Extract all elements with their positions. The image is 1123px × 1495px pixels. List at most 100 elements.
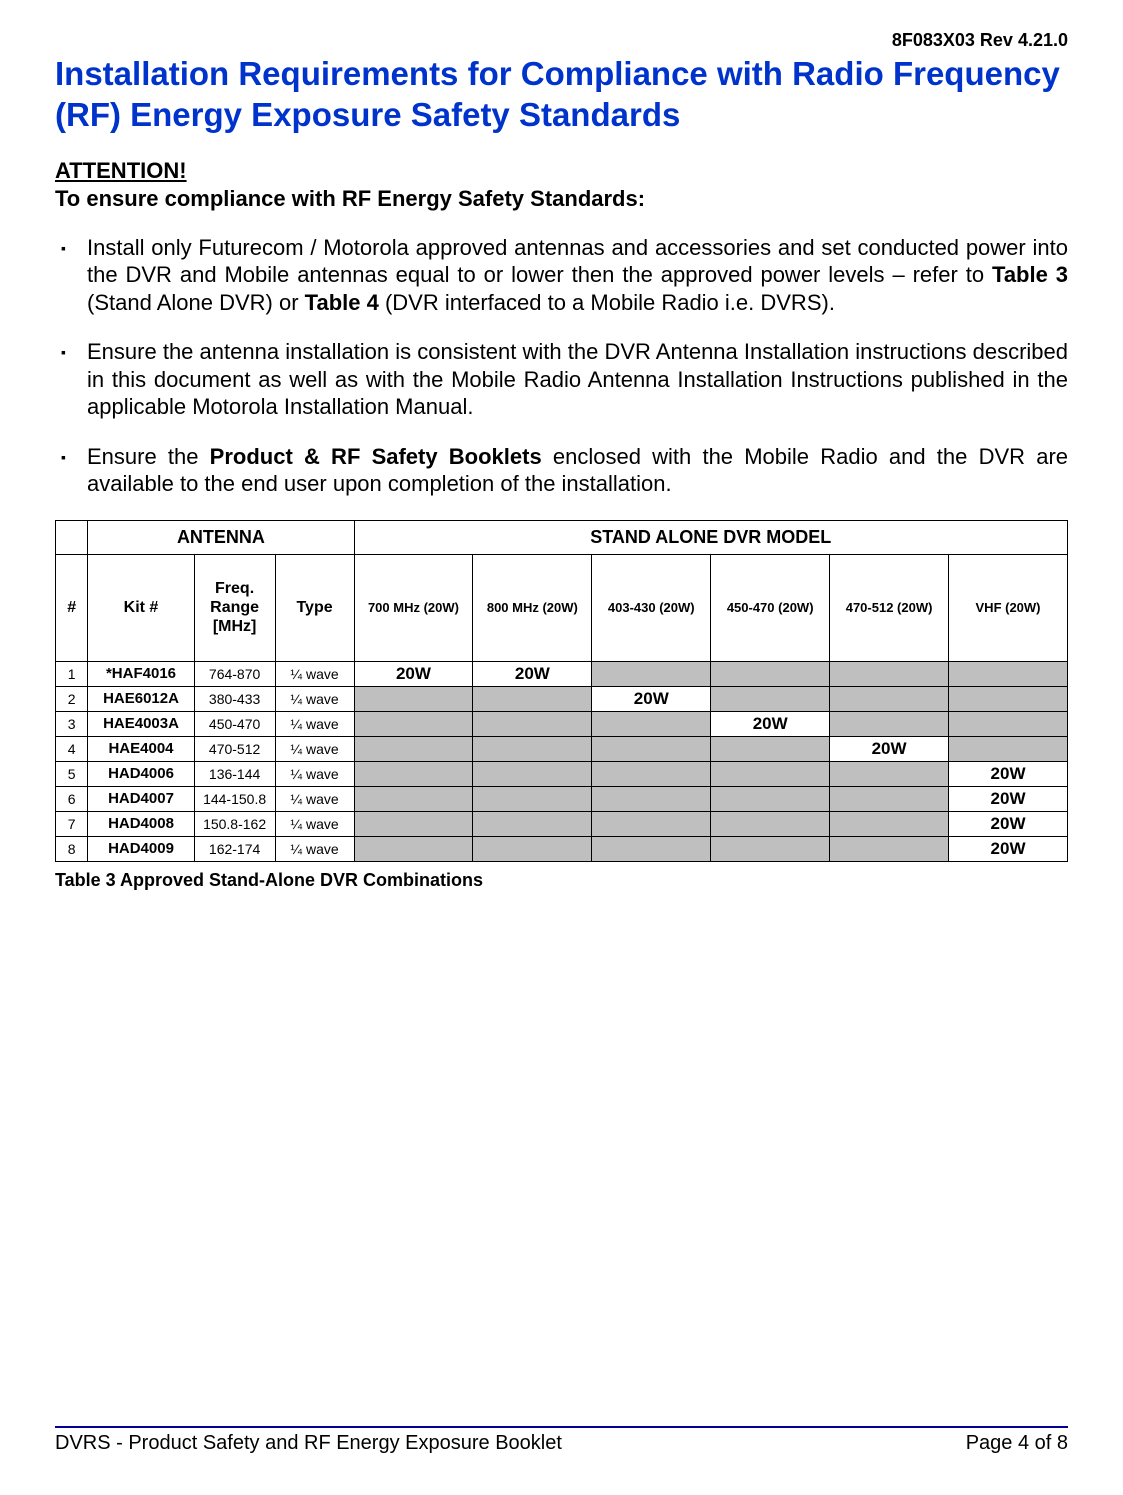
table-header-row: # Kit # Freq. Range [MHz] Type 700 MHz (…	[56, 554, 1068, 661]
cell-kit: HAE4003A	[88, 711, 194, 736]
cell-num: 8	[56, 836, 88, 861]
cell-value	[592, 786, 711, 811]
table-row: 6HAD4007144-150.8¼ wave20W	[56, 786, 1068, 811]
cell-value: 20W	[711, 711, 830, 736]
bullet-item: Ensure the antenna installation is consi…	[55, 338, 1068, 421]
table-row: 3HAE4003A450-470¼ wave20W	[56, 711, 1068, 736]
cell-value	[711, 811, 830, 836]
cell-freq: 144-150.8	[194, 786, 275, 811]
cell-value	[354, 686, 473, 711]
cell-type: ¼ wave	[275, 811, 354, 836]
cell-value	[592, 661, 711, 686]
cell-value	[949, 711, 1068, 736]
cell-value: 20W	[830, 736, 949, 761]
cell-num: 7	[56, 811, 88, 836]
cell-value	[354, 836, 473, 861]
cell-type: ¼ wave	[275, 686, 354, 711]
cell-freq: 380-433	[194, 686, 275, 711]
attention-heading: ATTENTION!	[55, 158, 1068, 184]
header-d1: 700 MHz (20W)	[354, 554, 473, 661]
cell-value	[473, 811, 592, 836]
cell-type: ¼ wave	[275, 836, 354, 861]
cell-freq: 136-144	[194, 761, 275, 786]
cell-kit: HAD4006	[88, 761, 194, 786]
header-d4: 450-470 (20W)	[711, 554, 830, 661]
cell-type: ¼ wave	[275, 786, 354, 811]
table-row: 2HAE6012A380-433¼ wave20W	[56, 686, 1068, 711]
table-row: 5HAD4006136-144¼ wave20W	[56, 761, 1068, 786]
cell-kit: HAE6012A	[88, 686, 194, 711]
cell-type: ¼ wave	[275, 736, 354, 761]
header-blank	[56, 520, 88, 554]
footer-rule	[55, 1426, 1068, 1428]
cell-num: 5	[56, 761, 88, 786]
bullet-item: Install only Futurecom / Motorola approv…	[55, 234, 1068, 317]
page-footer: DVRS - Product Safety and RF Energy Expo…	[55, 1426, 1068, 1455]
table-header-group-row: ANTENNA STAND ALONE DVR MODEL	[56, 520, 1068, 554]
cell-value: 20W	[473, 661, 592, 686]
cell-value	[473, 761, 592, 786]
cell-value	[473, 786, 592, 811]
document-id: 8F083X03 Rev 4.21.0	[55, 30, 1068, 51]
header-d3: 403-430 (20W)	[592, 554, 711, 661]
cell-value	[711, 661, 830, 686]
header-num: #	[56, 554, 88, 661]
cell-value	[830, 786, 949, 811]
cell-num: 1	[56, 661, 88, 686]
booklets-ref: Product & RF Safety Booklets	[210, 444, 542, 469]
cell-value	[354, 786, 473, 811]
cell-freq: 162-174	[194, 836, 275, 861]
table-row: 7HAD4008150.8-162¼ wave20W	[56, 811, 1068, 836]
cell-value	[711, 736, 830, 761]
cell-freq: 764-870	[194, 661, 275, 686]
bullet-text: (Stand Alone DVR) or	[87, 290, 305, 315]
cell-value	[830, 711, 949, 736]
cell-value	[354, 811, 473, 836]
page: 8F083X03 Rev 4.21.0 Installation Require…	[0, 0, 1123, 1495]
table-body: 1*HAF4016764-870¼ wave20W20W2HAE6012A380…	[56, 661, 1068, 861]
table-row: 4HAE4004470-512¼ wave20W	[56, 736, 1068, 761]
cell-type: ¼ wave	[275, 711, 354, 736]
bullet-text: Install only Futurecom / Motorola approv…	[87, 235, 1068, 288]
cell-value	[473, 736, 592, 761]
bullet-list: Install only Futurecom / Motorola approv…	[55, 234, 1068, 498]
cell-freq: 470-512	[194, 736, 275, 761]
header-d2: 800 MHz (20W)	[473, 554, 592, 661]
cell-value	[473, 711, 592, 736]
table-row: 8HAD4009162-174¼ wave20W	[56, 836, 1068, 861]
cell-kit: *HAF4016	[88, 661, 194, 686]
bullet-text: Ensure the antenna installation is consi…	[87, 339, 1068, 419]
cell-kit: HAE4004	[88, 736, 194, 761]
header-d5: 470-512 (20W)	[830, 554, 949, 661]
cell-value	[830, 661, 949, 686]
header-antenna-group: ANTENNA	[88, 520, 354, 554]
cell-kit: HAD4009	[88, 836, 194, 861]
bullet-text: Ensure the	[87, 444, 210, 469]
cell-value	[354, 761, 473, 786]
cell-value	[949, 736, 1068, 761]
cell-value: 20W	[949, 811, 1068, 836]
cell-value	[354, 736, 473, 761]
header-type: Type	[275, 554, 354, 661]
cell-value: 20W	[949, 761, 1068, 786]
cell-value	[473, 836, 592, 861]
compliance-lead: To ensure compliance with RF Energy Safe…	[55, 186, 1068, 212]
table-row: 1*HAF4016764-870¼ wave20W20W	[56, 661, 1068, 686]
cell-value: 20W	[949, 786, 1068, 811]
cell-type: ¼ wave	[275, 661, 354, 686]
cell-num: 3	[56, 711, 88, 736]
cell-value	[711, 786, 830, 811]
cell-value	[711, 761, 830, 786]
cell-value: 20W	[592, 686, 711, 711]
footer-left: DVRS - Product Safety and RF Energy Expo…	[55, 1432, 562, 1455]
cell-num: 6	[56, 786, 88, 811]
cell-value	[592, 711, 711, 736]
cell-value: 20W	[354, 661, 473, 686]
bullet-item: Ensure the Product & RF Safety Booklets …	[55, 443, 1068, 498]
bullet-text: (DVR interfaced to a Mobile Radio i.e. D…	[379, 290, 835, 315]
header-dvr-group: STAND ALONE DVR MODEL	[354, 520, 1068, 554]
cell-value	[592, 761, 711, 786]
header-kit: Kit #	[88, 554, 194, 661]
cell-freq: 150.8-162	[194, 811, 275, 836]
header-d6: VHF (20W)	[949, 554, 1068, 661]
